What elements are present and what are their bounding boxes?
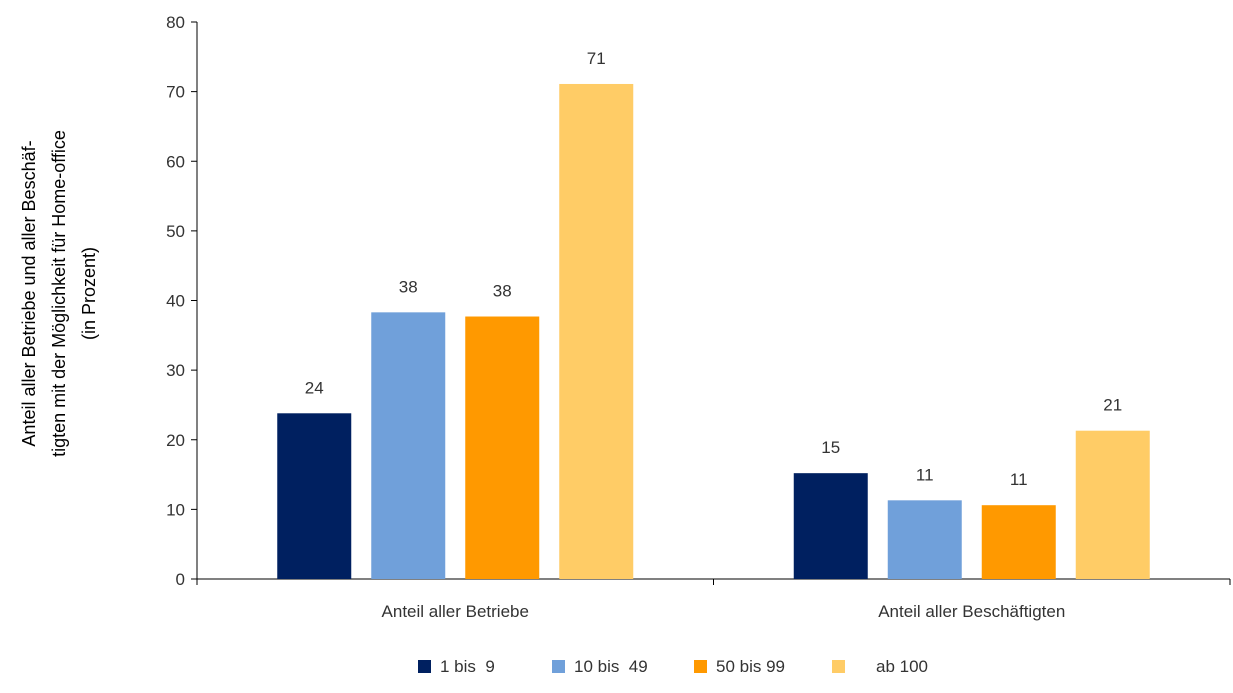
data-label: 15: [821, 438, 840, 457]
data-label: 71: [587, 49, 606, 68]
legend-label: 10 bis 49: [574, 657, 648, 676]
category-label: Anteil aller Betriebe: [382, 602, 529, 621]
y-axis-title-line: tigten mit der Möglichkeit für Home-offi…: [49, 130, 69, 457]
legend-label: 50 bis 99: [716, 657, 785, 676]
bars: [277, 83, 1150, 579]
y-axis-title: Anteil aller Betriebe und aller Beschäf-…: [19, 130, 99, 457]
category-label: Anteil aller Beschäftigten: [878, 602, 1065, 621]
y-tick-label: 20: [166, 431, 185, 450]
legend-swatch: [832, 660, 845, 673]
category-labels: Anteil aller Betriebe Anteil aller Beschä…: [382, 602, 1066, 621]
data-label: 38: [493, 282, 512, 301]
data-label: 11: [916, 465, 934, 484]
y-tick-label: 50: [166, 222, 185, 241]
data-label: 11: [1010, 470, 1028, 489]
bar: [793, 473, 868, 579]
y-tick-label: 60: [166, 152, 185, 171]
y-tick-label: 10: [166, 500, 185, 519]
legend-swatch: [694, 660, 707, 673]
bar: [887, 500, 962, 579]
bar: [1075, 430, 1150, 579]
y-tick-label: 30: [166, 361, 185, 380]
bar: [277, 413, 352, 579]
y-axis-title-line: Anteil aller Betriebe und aller Beschäf-: [19, 140, 39, 446]
y-axis-title-line: (in Prozent): [79, 247, 99, 340]
data-label: 38: [399, 277, 418, 296]
y-tick-label: 0: [176, 570, 185, 589]
legend: 1 bis 9 10 bis 49 50 bis 99 ab 100: [418, 657, 928, 676]
y-tick-label: 80: [166, 13, 185, 32]
legend-swatch: [552, 660, 565, 673]
data-label: 24: [305, 378, 324, 397]
bar: [981, 505, 1056, 579]
axes: 0 10 20 30 40 50 60 70 80: [166, 13, 1231, 589]
legend-label: ab 100: [876, 657, 928, 676]
legend-swatch: [418, 660, 431, 673]
y-tick-label: 70: [166, 83, 185, 102]
y-tick-label: 40: [166, 292, 185, 311]
data-labels: 24 38 38 71 15 11 11 21: [305, 49, 1122, 489]
bar: [465, 316, 540, 579]
bar: [559, 83, 634, 579]
bar: [371, 312, 446, 579]
data-label: 21: [1103, 396, 1122, 415]
legend-label: 1 bis 9: [440, 657, 495, 676]
